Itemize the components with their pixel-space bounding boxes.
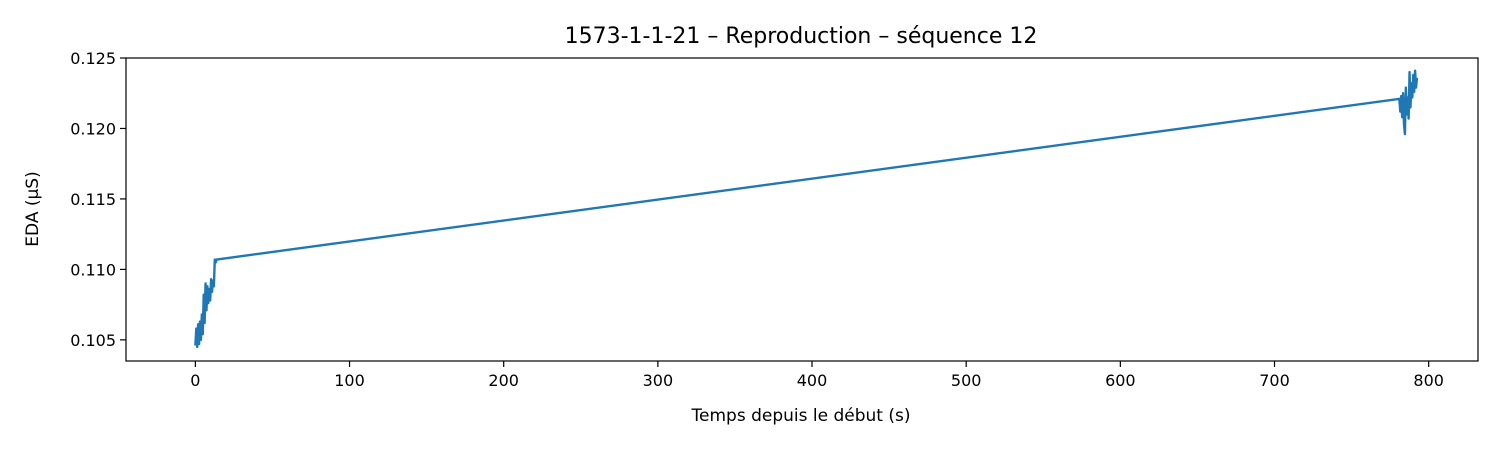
x-tick-label: 400 xyxy=(797,371,828,390)
plot-frame xyxy=(125,57,1479,362)
y-tick-label: 0.115 xyxy=(70,190,116,209)
y-axis-label: EDA (µS) xyxy=(23,171,43,246)
x-tick-label: 600 xyxy=(1105,371,1136,390)
x-tick-label: 500 xyxy=(951,371,982,390)
y-axis: 0.105 0.110 0.115 0.120 0.125 xyxy=(70,49,126,350)
eda-line xyxy=(194,69,1419,349)
x-axis-label: Temps depuis le début (s) xyxy=(691,406,911,426)
chart-title: 1573-1-1-21 – Reproduction – séquence 12 xyxy=(565,24,1038,49)
x-tick-label: 300 xyxy=(643,371,674,390)
y-tick-label: 0.105 xyxy=(70,331,116,350)
x-tick-label: 700 xyxy=(1259,371,1290,390)
x-tick-label: 800 xyxy=(1413,371,1444,390)
x-tick-label: 200 xyxy=(488,371,519,390)
y-tick-label: 0.120 xyxy=(70,119,116,138)
x-tick-label: 100 xyxy=(334,371,365,390)
y-tick-label: 0.110 xyxy=(70,260,116,279)
x-tick-label: 0 xyxy=(190,371,200,390)
x-axis: 0 100 200 300 400 500 600 700 800 xyxy=(190,361,1444,390)
y-tick-label: 0.125 xyxy=(70,49,116,68)
